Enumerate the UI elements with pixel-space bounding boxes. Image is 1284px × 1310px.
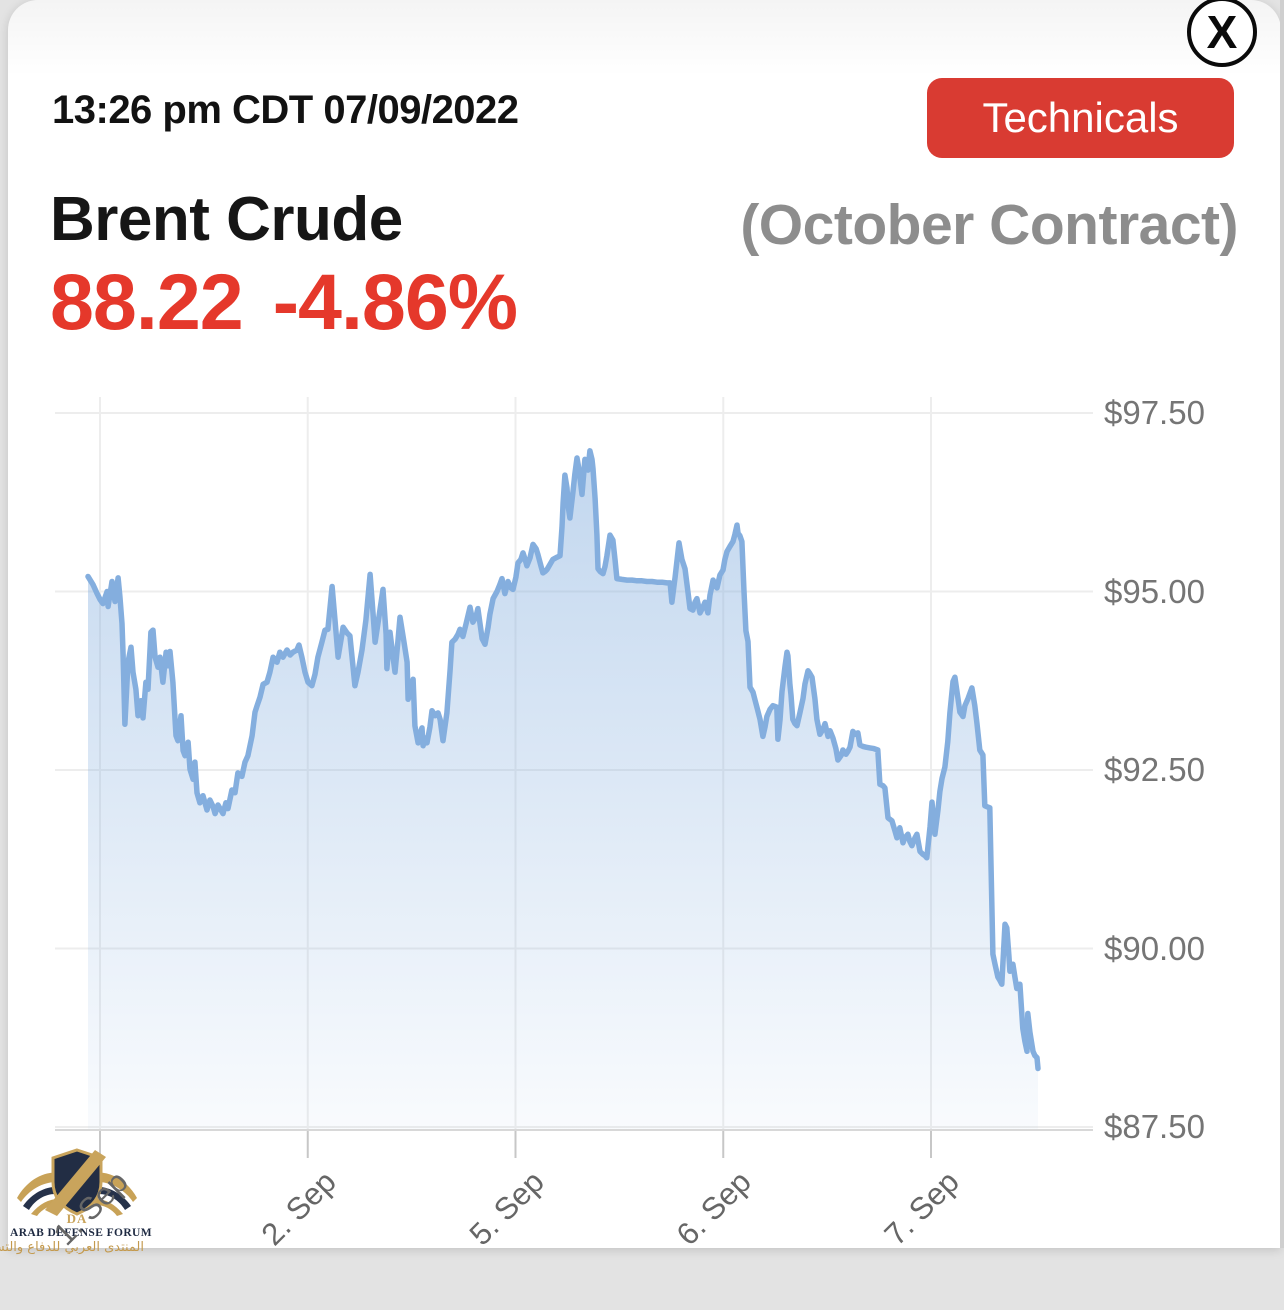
price-chart: [55, 448, 1093, 1158]
close-button[interactable]: X: [1187, 0, 1257, 67]
y-axis-label: $95.00: [1104, 572, 1205, 610]
quote-timestamp: 13:26 pm CDT 07/09/2022: [52, 88, 519, 132]
scrollbar-track[interactable]: [1280, 0, 1284, 1248]
price-row: 88.22 -4.86%: [50, 256, 518, 348]
y-axis-label: $92.50: [1104, 751, 1205, 788]
price-area: [88, 450, 1038, 1130]
y-axis-label: $87.50: [1104, 1108, 1205, 1145]
y-axis-label: $90.00: [1104, 929, 1205, 967]
forum-monogram: DA: [67, 1211, 88, 1224]
chart-axis: [55, 1129, 1093, 1158]
technicals-button-label: Technicals: [982, 94, 1179, 141]
forum-logo-icon: DA: [17, 1148, 137, 1226]
close-icon: X: [1206, 6, 1238, 58]
last-price: 88.22: [50, 257, 244, 346]
y-axis-label: $97.50: [1104, 394, 1205, 431]
forum-title: ARAB DEFENSE FORUM: [10, 1227, 153, 1239]
technicals-button[interactable]: Technicals: [927, 78, 1234, 158]
change-percent: -4.86%: [272, 257, 518, 346]
contract-note: (October Contract): [740, 193, 1238, 257]
price-line: [85, 448, 1041, 1072]
instrument-title: Brent Crude: [50, 185, 403, 254]
forum-watermark: DA ARAB DEFENSE FORUM المنتدى العربي للد…: [0, 1146, 153, 1255]
